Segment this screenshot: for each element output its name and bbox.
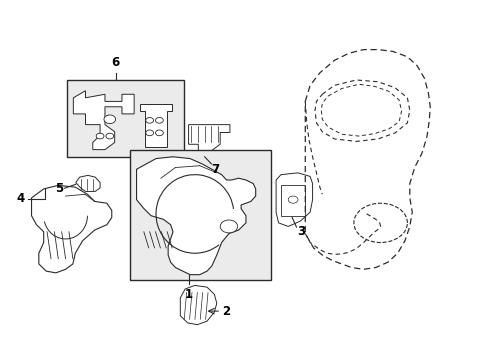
Circle shape <box>96 133 104 139</box>
Text: 7: 7 <box>211 163 219 176</box>
Circle shape <box>104 115 116 123</box>
Polygon shape <box>31 185 112 273</box>
Bar <box>130 150 271 280</box>
Text: 2: 2 <box>221 305 229 318</box>
Polygon shape <box>136 157 255 275</box>
Circle shape <box>145 130 153 136</box>
Text: 6: 6 <box>111 56 120 69</box>
Text: 3: 3 <box>296 225 305 238</box>
Text: 5: 5 <box>55 182 63 195</box>
Circle shape <box>145 117 153 123</box>
Circle shape <box>287 196 297 203</box>
Circle shape <box>155 117 163 123</box>
Polygon shape <box>180 285 216 325</box>
Polygon shape <box>76 175 100 192</box>
Text: 4: 4 <box>17 192 25 205</box>
Bar <box>67 80 183 157</box>
Polygon shape <box>188 125 229 152</box>
Circle shape <box>220 220 237 233</box>
Polygon shape <box>276 173 312 226</box>
Bar <box>281 185 305 216</box>
Circle shape <box>155 130 163 136</box>
Circle shape <box>106 133 114 139</box>
Polygon shape <box>73 91 134 150</box>
Polygon shape <box>140 104 171 147</box>
Text: 1: 1 <box>184 288 192 301</box>
